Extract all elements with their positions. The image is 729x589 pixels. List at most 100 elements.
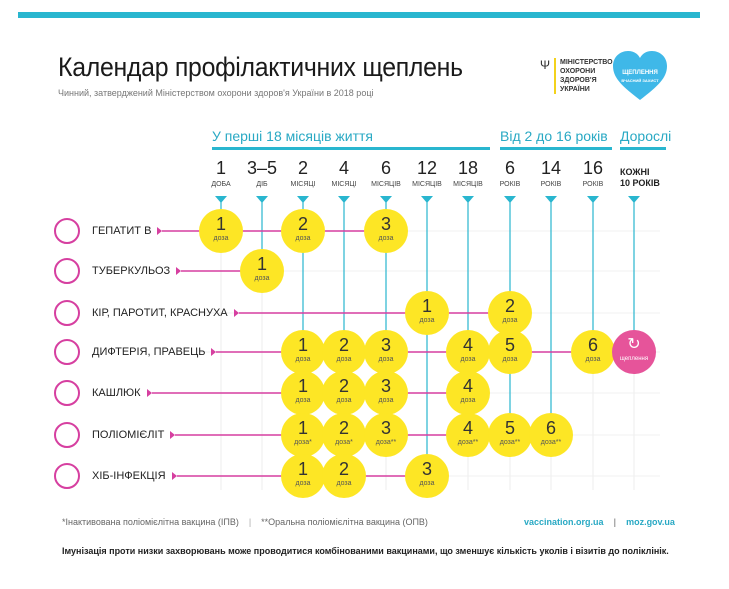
disease-label: ТУБЕРКУЛЬОЗ — [92, 265, 171, 277]
column-unit: РОКІВ — [582, 181, 604, 188]
group-2-16-years: Від 2 до 16 років — [500, 128, 612, 150]
dose-badge: 4 доза** — [446, 413, 490, 457]
column-unit: РОКІВ — [540, 181, 562, 188]
disease-label: ГЕПАТИТ В — [92, 225, 152, 237]
dose-badge: 5 доза — [488, 330, 532, 374]
links: vaccination.org.ua | moz.gov.ua — [524, 517, 675, 527]
column-age: 18 — [457, 158, 479, 178]
every-10-years: КОЖНІ 10 РОКІВ — [620, 167, 660, 188]
dose-badge: 2 доза — [322, 454, 366, 498]
column-unit: ДОБА — [211, 181, 231, 188]
dose-badge: 6 доза — [571, 330, 615, 374]
dose-badge: 3 доза — [364, 330, 408, 374]
dose-badge: 2 доза — [488, 291, 532, 335]
ministry-logo: Ψ МІНІСТЕРСТВО ОХОРОНИ ЗДОРОВ'Я УКРАЇНИ — [540, 58, 613, 94]
row-arrow-icon — [176, 267, 181, 275]
column-marker-icon — [462, 196, 474, 203]
separator: | — [613, 517, 617, 527]
pertussis-bacteria-icon — [54, 380, 80, 406]
link-moz[interactable]: moz.gov.ua — [626, 517, 675, 527]
row-arrow-icon — [211, 348, 216, 356]
column-marker-icon — [421, 196, 433, 203]
link-vaccination[interactable]: vaccination.org.ua — [524, 517, 604, 527]
dose-badge: 1 доза — [281, 454, 325, 498]
dose-badge: 5 доза** — [488, 413, 532, 457]
column-unit: МІСЯЦІВ — [371, 181, 401, 188]
revaccination-badge: ↻ щеплення — [612, 330, 656, 374]
column-marker-icon — [297, 196, 309, 203]
column-marker-icon — [338, 196, 350, 203]
dose-badge: 3 доза — [364, 371, 408, 415]
column-age: 2 — [297, 158, 308, 178]
ministry-line: ОХОРОНИ — [560, 68, 596, 75]
dose-badge: 4 доза — [446, 371, 490, 415]
ministry-line: МІНІСТЕРСТВО — [560, 59, 613, 66]
separator: | — [248, 517, 252, 527]
heart-logo-icon — [613, 51, 667, 100]
column-unit: МІСЯЦІВ — [453, 181, 483, 188]
top-accent-bar — [18, 12, 700, 18]
column-age: 12 — [416, 158, 438, 178]
column-age: 1 — [215, 158, 226, 178]
group-adults: Дорослі — [620, 128, 671, 150]
dose-badge: 1 доза* — [281, 413, 325, 457]
dose-badge: 3 доза — [364, 209, 408, 253]
heart-logo-text: ЩЕПЛЕННЯ ВЧАСНИЙ ЗАХИСТ — [621, 70, 659, 83]
bottom-note: Імунізація проти низки захворювань може … — [62, 546, 669, 556]
dose-badge: 2 доза* — [322, 413, 366, 457]
dose-badge: 1 доза — [405, 291, 449, 335]
column-unit: РОКІВ — [499, 181, 521, 188]
measles-virus-icon — [54, 300, 80, 326]
dose-badge: 4 доза — [446, 330, 490, 374]
dose-badge: 1 доза — [281, 371, 325, 415]
row-arrow-icon — [234, 309, 239, 317]
column-age: 3–5 — [246, 158, 278, 178]
disease-label: ХІБ-ІНФЕКЦІЯ — [92, 470, 166, 482]
column-marker-icon — [504, 196, 516, 203]
footnote-opv: **Оральна поліомієлітна вакцина (ОПВ) — [261, 517, 428, 527]
dose-badge: 3 доза** — [364, 413, 408, 457]
ministry-line: ЗДОРОВ'Я — [560, 77, 597, 84]
column-marker-icon — [545, 196, 557, 203]
diphtheria-icon — [54, 339, 80, 365]
polio-virus-icon — [54, 422, 80, 448]
dose-badge: 6 доза** — [529, 413, 573, 457]
column-marker-icon — [256, 196, 268, 203]
dose-badge: 1 доза — [240, 249, 284, 293]
column-marker-icon — [215, 196, 227, 203]
column-marker-icon — [628, 196, 640, 203]
column-age: 14 — [540, 158, 562, 178]
disease-label: КІР, ПАРОТИТ, КРАСНУХА — [92, 307, 228, 319]
dose-badge: 2 доза — [322, 371, 366, 415]
column-age: 16 — [582, 158, 604, 178]
disease-label: КАШЛЮК — [92, 387, 141, 399]
footnotes: *Інактивована поліомієлітна вакцина (ІПВ… — [62, 517, 428, 527]
dose-badge: 1 доза — [199, 209, 243, 253]
column-marker-icon — [380, 196, 392, 203]
row-arrow-icon — [157, 227, 162, 235]
column-age: 6 — [504, 158, 515, 178]
disease-label: ДИФТЕРІЯ, ПРАВЕЦЬ — [92, 346, 206, 358]
group-first-18-months: У перші 18 місяців життя — [212, 128, 490, 150]
row-arrow-icon — [147, 389, 152, 397]
column-unit: МІСЯЦІ — [290, 181, 316, 188]
column-marker-icon — [587, 196, 599, 203]
footnote-ipv: *Інактивована поліомієлітна вакцина (ІПВ… — [62, 517, 239, 527]
page-subtitle: Чинний, затверджений Міністерством охоро… — [58, 88, 374, 98]
row-arrow-icon — [172, 472, 177, 480]
hepatitis-b-virus-icon — [54, 218, 80, 244]
dose-badge: 2 доза — [281, 209, 325, 253]
column-age: 4 — [338, 158, 349, 178]
disease-label: ПОЛІОМІЄЛІТ — [92, 429, 165, 441]
dose-badge: 2 доза — [322, 330, 366, 374]
dose-badge: 1 доза — [281, 330, 325, 374]
column-unit: ДІБ — [256, 181, 268, 188]
page-title: Календар профілактичних щеплень — [58, 52, 463, 82]
hib-bacteria-icon — [54, 463, 80, 489]
column-unit: МІСЯЦІ — [331, 181, 357, 188]
column-unit: МІСЯЦІВ — [412, 181, 442, 188]
dose-badge: 3 доза — [405, 454, 449, 498]
tuberculosis-bacteria-icon — [54, 258, 80, 284]
ministry-line: УКРАЇНИ — [560, 86, 590, 93]
